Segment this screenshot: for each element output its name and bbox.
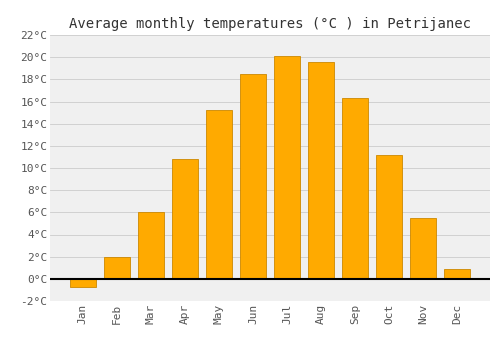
- Bar: [444, 269, 470, 279]
- Bar: [70, 279, 96, 287]
- Bar: [138, 212, 164, 279]
- Bar: [172, 159, 198, 279]
- Bar: [206, 110, 232, 279]
- Bar: [410, 218, 436, 279]
- Bar: [342, 98, 368, 279]
- Title: Average monthly temperatures (°C ) in Petrijanec: Average monthly temperatures (°C ) in Pe…: [69, 17, 471, 31]
- Bar: [274, 56, 300, 279]
- Bar: [240, 74, 266, 279]
- Bar: [308, 62, 334, 279]
- Bar: [376, 155, 402, 279]
- Bar: [104, 257, 130, 279]
